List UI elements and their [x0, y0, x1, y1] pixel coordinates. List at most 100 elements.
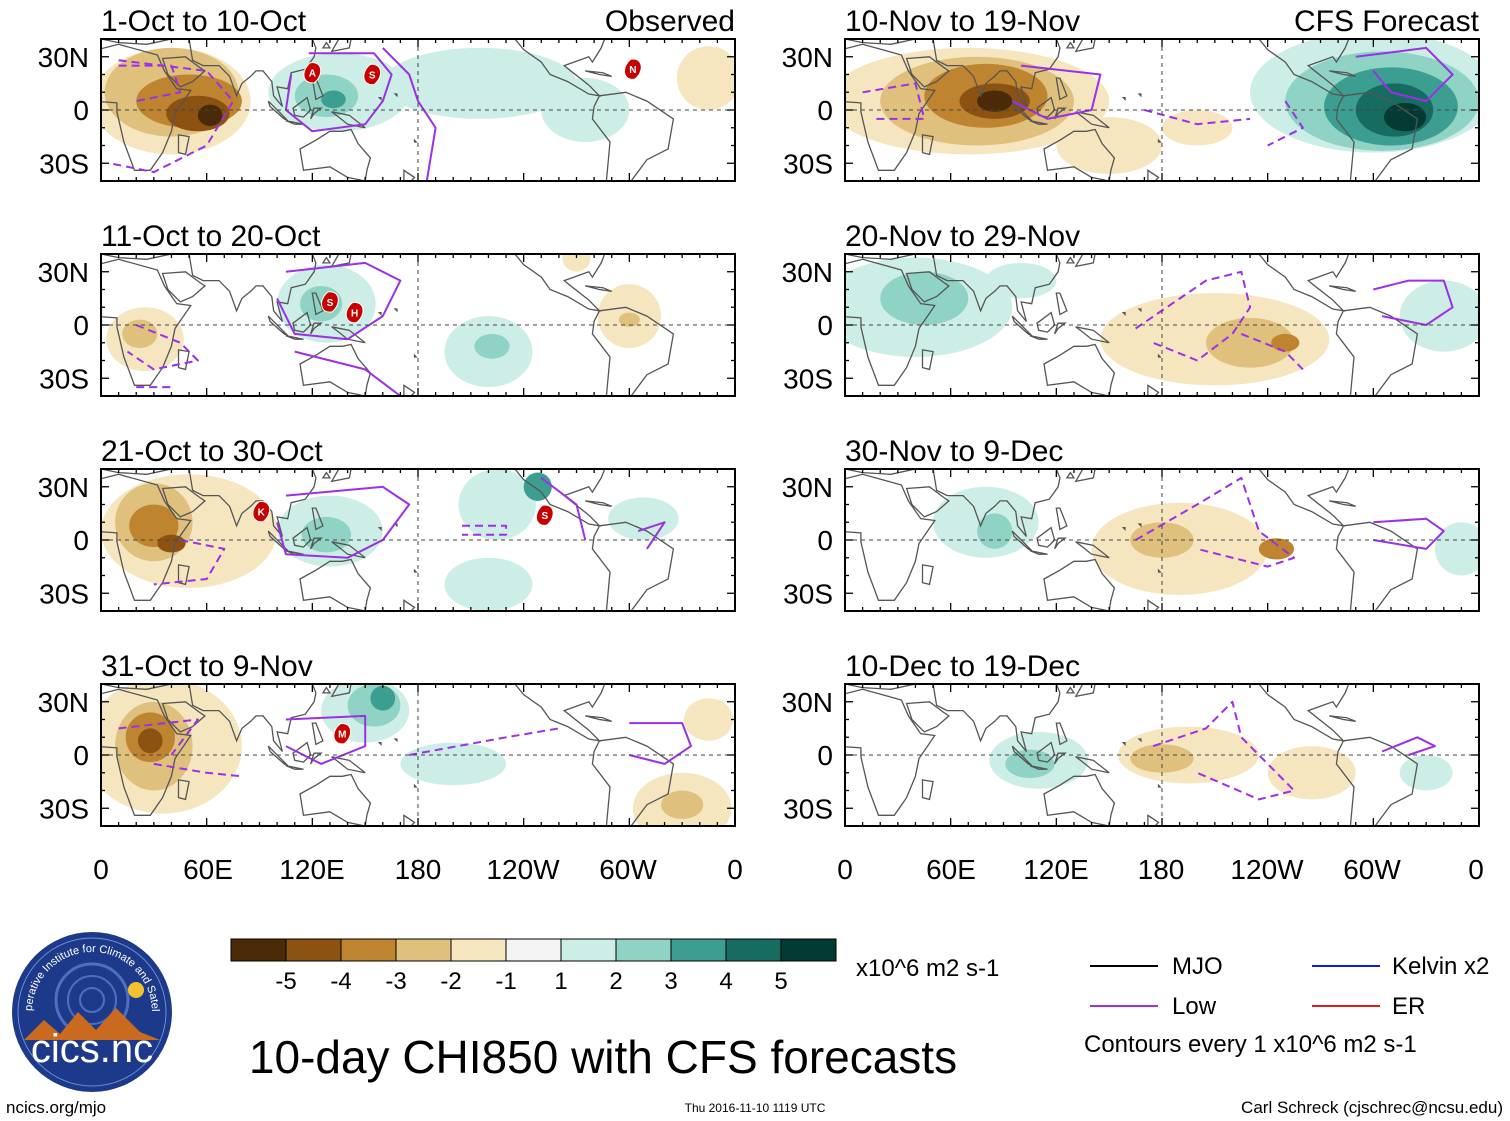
anomaly-shading	[1399, 280, 1479, 352]
coastline	[377, 311, 382, 317]
low-contour	[118, 718, 199, 756]
storm-marker: S	[321, 291, 339, 313]
coastline	[309, 537, 324, 550]
low-contour	[294, 350, 402, 396]
low-contour	[629, 722, 692, 765]
lon-tick: 120W	[1230, 854, 1304, 885]
coastline	[1053, 107, 1068, 120]
contour-note: Contours every 1 x10^6 m2 s-1	[1084, 1031, 1417, 1058]
coastline	[1137, 738, 1142, 743]
colorbar: -5 -4 -3 -2 -1 1 2 3 4 5	[230, 938, 837, 995]
anomaly-shading	[382, 47, 577, 119]
coastline	[413, 568, 418, 573]
coastline	[101, 469, 172, 475]
colorbar-label: 1	[554, 968, 567, 995]
legend: MJO Low Kelvin x2 ER Contours every 1 x1…	[1084, 953, 1489, 1058]
low-contour	[1135, 270, 1252, 362]
coastline	[1075, 756, 1110, 774]
low-contour	[109, 59, 235, 174]
low-contour	[118, 64, 182, 103]
coastline	[285, 119, 304, 125]
footer-url: ncics.org/mjo	[6, 1098, 106, 1117]
anomaly-shading	[1206, 317, 1295, 368]
lon-tick: 60E	[926, 854, 976, 885]
map-panels: A S N 1-Oct to 10-Oct Observed 30N 0 30S S H 11-Oc…	[38, 5, 1480, 827]
coastline	[285, 764, 304, 770]
coastline	[845, 254, 916, 260]
colorbar-swatch	[450, 938, 507, 962]
anomaly-shading	[157, 534, 186, 553]
coastline	[845, 43, 936, 171]
lat-tick: 30S	[39, 363, 89, 394]
legend-label-low: Low	[1172, 993, 1217, 1020]
coastline	[177, 779, 190, 801]
coastline	[1329, 285, 1356, 292]
colorbar-label: 3	[664, 968, 677, 995]
coastline	[929, 39, 1061, 107]
coastline	[921, 779, 934, 801]
colorbar-label: 2	[609, 968, 622, 995]
coastline	[321, 256, 332, 264]
colorbar-swatch	[285, 938, 342, 962]
colorbar-label: -3	[385, 968, 406, 995]
coastline	[377, 741, 382, 747]
lon-tick: 180	[395, 854, 442, 885]
anomaly-shading	[370, 685, 396, 711]
anomaly-shading	[541, 78, 630, 142]
map-panel: A S N 1-Oct to 10-Oct Observed 30N 0 30S	[38, 5, 736, 182]
coastline	[1055, 77, 1068, 101]
low-contour	[1381, 736, 1436, 756]
coastline	[1075, 541, 1110, 559]
panel-title: 10-Nov to 19-Nov	[845, 5, 1080, 38]
storm-letter: S	[369, 71, 376, 82]
coastline	[285, 334, 304, 340]
storm-letter: A	[309, 69, 316, 80]
lon-tick: 60W	[1343, 854, 1401, 885]
coastline	[1075, 326, 1110, 344]
coastline	[514, 469, 606, 527]
lat-tick: 30N	[782, 687, 833, 718]
coastline	[311, 507, 324, 531]
coastline	[1258, 39, 1350, 97]
anomaly-shading	[474, 333, 510, 359]
coastline	[161, 486, 206, 518]
coastline	[1137, 308, 1142, 313]
storm-letter: S	[541, 511, 548, 522]
storm-marker: H	[345, 302, 364, 324]
coastline	[1065, 41, 1076, 49]
lat-tick: 30S	[39, 793, 89, 824]
coastline	[1121, 96, 1126, 102]
coastline	[1157, 783, 1162, 788]
storm-marker: M	[333, 723, 352, 745]
coastline	[377, 96, 382, 102]
coastline	[321, 686, 332, 694]
coastline	[1335, 91, 1419, 181]
coastline	[330, 684, 352, 698]
anomaly-shading	[458, 469, 536, 540]
coastline	[1011, 530, 1033, 552]
coastline	[514, 254, 606, 312]
panel-title: 21-Oct to 30-Oct	[101, 435, 323, 468]
logo-wordmark: cics.nc	[31, 1027, 153, 1071]
anomaly-shading	[1434, 522, 1479, 576]
low-contour	[276, 261, 402, 341]
anomaly-shading	[618, 312, 640, 327]
low-contour	[1011, 64, 1102, 120]
anomaly-shading	[985, 262, 1057, 299]
coastline	[1157, 138, 1162, 143]
coastline	[1029, 549, 1048, 555]
coastline	[845, 688, 936, 816]
panel-title: 30-Nov to 9-Dec	[845, 435, 1063, 468]
low-contour	[153, 539, 226, 586]
coastline	[101, 254, 172, 260]
map-panel: 30-Nov to 9-Dec 30N 0 30S	[782, 435, 1480, 612]
coastline	[321, 41, 332, 49]
map-panel: 20-Nov to 29-Nov 30N 0 30S	[782, 220, 1480, 397]
low-contour	[153, 762, 242, 778]
coastline	[177, 134, 190, 156]
anomaly-shading	[1399, 755, 1453, 791]
coastline	[929, 469, 1061, 537]
coastline	[591, 91, 675, 181]
panel-title: 11-Oct to 20-Oct	[101, 220, 321, 253]
